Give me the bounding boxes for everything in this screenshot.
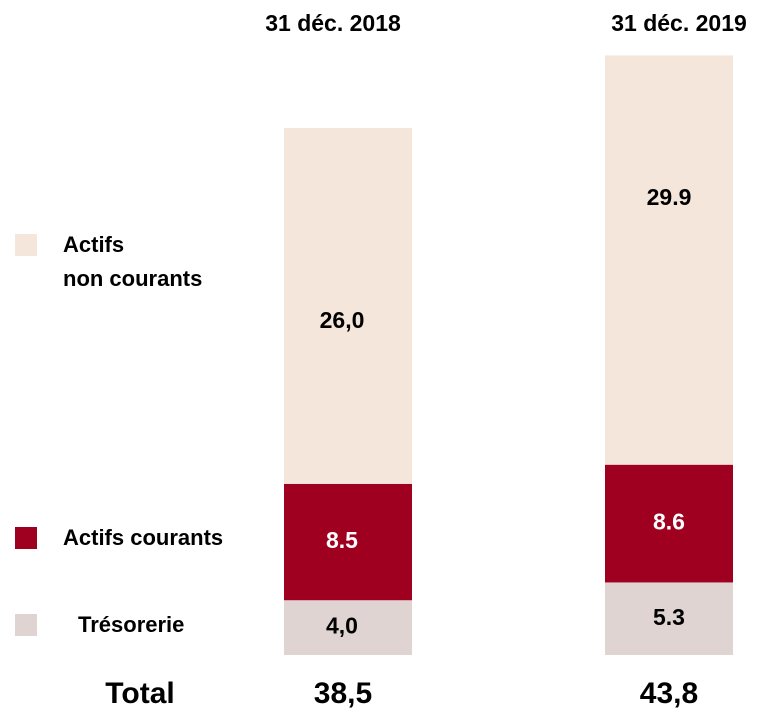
bar-segment bbox=[284, 483, 412, 601]
total-label: Total bbox=[105, 677, 174, 710]
total-value: 43,8 bbox=[640, 677, 698, 710]
total-value: 38,5 bbox=[314, 677, 372, 710]
data-label: 29.9 bbox=[647, 184, 692, 210]
data-label: 4,0 bbox=[326, 613, 358, 639]
bar-segment bbox=[284, 600, 412, 655]
legend-swatch bbox=[15, 614, 37, 636]
legend-label: Trésorerie bbox=[78, 612, 185, 637]
bar-segment bbox=[284, 127, 412, 484]
bar-segment bbox=[605, 582, 733, 655]
legend-swatch bbox=[15, 234, 37, 256]
bar-segment bbox=[605, 55, 733, 465]
bar-segment bbox=[605, 464, 733, 583]
legend-swatch bbox=[15, 527, 37, 549]
category-label: 31 déc. 2018 bbox=[265, 10, 401, 36]
data-label: 8.5 bbox=[326, 527, 358, 553]
data-label: 8.6 bbox=[653, 509, 685, 535]
legend-label: Actifs courants bbox=[63, 525, 224, 550]
data-label: 5.3 bbox=[653, 604, 685, 630]
category-label: 31 déc. 2019 bbox=[611, 10, 747, 36]
data-label: 26,0 bbox=[320, 307, 365, 333]
legend-label: Actifs non courants bbox=[63, 232, 203, 291]
